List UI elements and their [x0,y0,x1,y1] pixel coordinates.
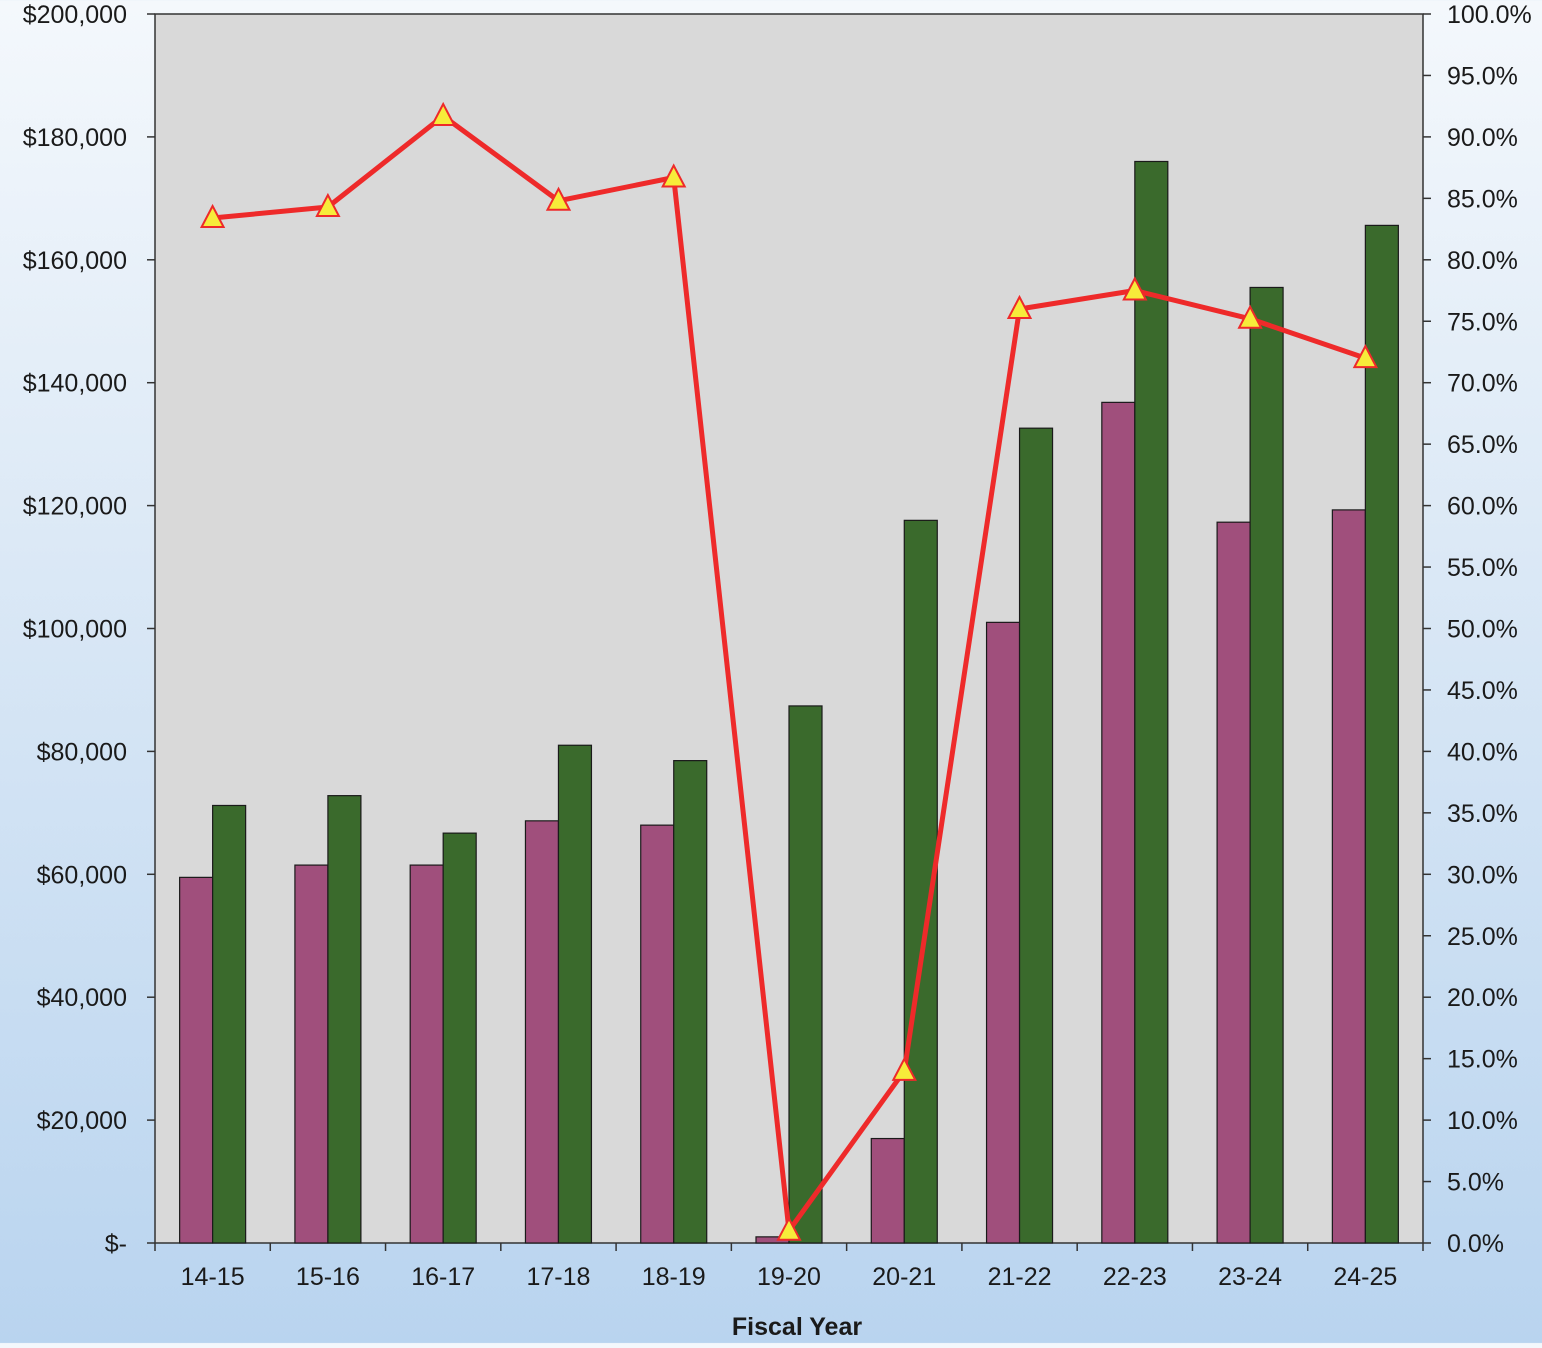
bar-series-1-22-23 [1101,401,1136,1244]
y-left-tick-label: $60,000 [37,861,127,889]
y-right-tick-label: 10.0% [1447,1107,1518,1135]
y-left-tick-label: $180,000 [23,124,127,152]
line-marker-19-20 [776,1216,802,1241]
bar-series-2-18-19 [673,760,708,1244]
bar-series-1-20-21 [870,1137,905,1244]
y-right-tick-label: 75.0% [1447,308,1518,336]
bar-series-1-17-18 [524,820,560,1244]
bar-series-2-14-15 [212,804,247,1244]
y-right-tick-label: 45.0% [1447,677,1518,705]
x-tick-label: 23-24 [1218,1263,1282,1291]
bar-series-2-23-24 [1249,286,1284,1244]
bars-layer [179,160,1399,1244]
y-right-tick-label: 30.0% [1447,861,1518,889]
y-left-tick-label: $40,000 [37,984,127,1012]
bar-series-2-22-23 [1134,160,1169,1244]
line-marker-24-25 [1352,343,1379,369]
bar-series-1-24-25 [1331,509,1366,1244]
bar-series-2-16-17 [442,832,477,1244]
y-right-tick-label: 60.0% [1447,493,1518,521]
y-right-tick-label: 80.0% [1447,247,1518,275]
bar-series-2-15-16 [327,795,362,1244]
y-right-tick-label: 50.0% [1447,616,1518,644]
line-marker-21-22 [1006,294,1033,319]
x-axis-title: Fiscal Year [732,1313,862,1341]
x-tick-label: 21-22 [988,1263,1052,1291]
y-right-tick-label: 95.0% [1447,62,1518,90]
y-right-tick-label: 5.0% [1447,1169,1504,1197]
y-right-tick-label: 25.0% [1447,923,1518,951]
bar-series-1-23-24 [1216,521,1251,1244]
line-marker-20-21 [891,1056,917,1081]
bar-series-2-17-18 [557,744,593,1244]
bar-series-2-24-25 [1364,224,1399,1244]
bar-series-2-21-22 [1018,427,1054,1244]
y-right-tick-label: 20.0% [1447,984,1518,1012]
line-marker-23-24 [1237,304,1263,329]
line-marker-14-15 [199,203,226,228]
y-right-tick-label: 55.0% [1447,554,1518,582]
x-tick-label: 20-21 [872,1263,936,1291]
bar-series-1-21-22 [985,621,1021,1244]
line-marker-18-19 [661,163,687,188]
x-tick-label: 18-19 [642,1263,706,1291]
line-marker-17-18 [545,186,572,211]
x-tick-label: 24-25 [1333,1263,1397,1291]
y-right-tick-label: 15.0% [1447,1046,1518,1074]
line-marker-16-17 [430,101,456,126]
y-left-tick-label: $200,000 [23,1,127,29]
y-left-tick-label: $20,000 [37,1107,127,1135]
y-right-tick-label: 35.0% [1447,800,1518,828]
line-marker-15-16 [315,192,341,217]
y-right-tick-label: 70.0% [1447,370,1518,398]
y-right-tick-label: 90.0% [1447,124,1518,152]
y-left-tick-label: $100,000 [23,616,127,644]
bar-series-1-16-17 [409,864,444,1244]
x-tick-label: 14-15 [181,1263,245,1291]
y-left-tick-label: $160,000 [23,247,127,275]
bar-series-1-14-15 [179,876,214,1244]
bar-series-2-19-20 [788,705,823,1244]
x-tick-label: 22-23 [1103,1263,1167,1291]
line-layer [199,101,1379,1241]
y-left-tick-label: $120,000 [23,493,127,521]
line-marker-22-23 [1122,276,1148,301]
x-tick-label: 17-18 [526,1263,590,1291]
bar-series-1-18-19 [640,824,675,1244]
y-right-tick-label: 100.0% [1447,1,1532,29]
y-right-tick-label: 85.0% [1447,185,1518,213]
y-left-tick-label: $80,000 [37,738,127,766]
y-right-tick-label: 65.0% [1447,431,1518,459]
y-right-tick-label: 0.0% [1447,1230,1504,1258]
y-right-tick-label: 40.0% [1447,738,1518,766]
x-tick-label: 15-16 [296,1263,360,1291]
y-left-tick-label: $140,000 [23,370,127,398]
y-left-tick-label: $- [105,1230,127,1258]
x-tick-label: 19-20 [757,1263,821,1291]
axes-layer: $- $20,000 $40,000 $60,000 $80,000 $100,000 $1… [23,1,1532,1291]
x-tick-label: 16-17 [411,1263,475,1291]
bar-series-1-15-16 [294,864,329,1244]
